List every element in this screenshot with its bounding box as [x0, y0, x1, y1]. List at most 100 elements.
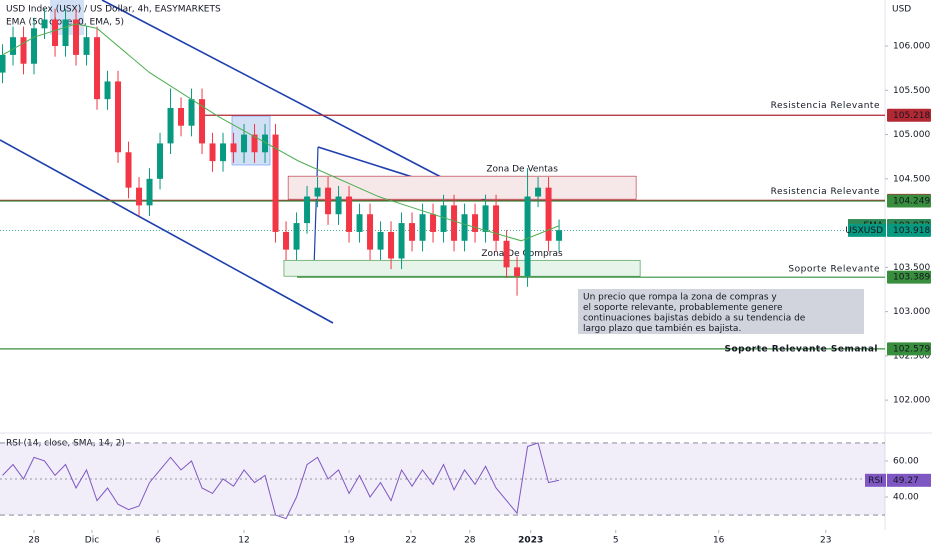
candle-body — [356, 214, 363, 232]
price-badge — [887, 223, 931, 237]
candle-body — [545, 187, 552, 241]
rsi-line — [2, 442, 560, 520]
x-tick-label: Dic — [85, 536, 99, 546]
candle-body — [293, 223, 300, 250]
price-badge — [887, 108, 931, 122]
candle-body — [335, 196, 342, 215]
candle-body — [146, 178, 153, 206]
candle-body — [41, 19, 48, 29]
candles — [0, 8, 563, 296]
candle-body — [188, 99, 195, 126]
annotation-text: el soporte relevante, probablemente gene… — [583, 303, 783, 313]
candle-body — [346, 196, 353, 232]
candle-body — [272, 134, 279, 232]
candle-body — [0, 54, 6, 73]
candle-body — [535, 187, 542, 197]
annotation-text: largo plazo que también es bajista. — [583, 323, 741, 334]
rsi-value: 49.27 — [893, 476, 919, 486]
candle-body — [440, 205, 447, 232]
x-tick-label: 28 — [28, 536, 40, 546]
rsi-badge-label: RSI — [868, 476, 883, 486]
ema-line — [2, 23, 560, 242]
x-tick-label: 23 — [820, 536, 831, 546]
candle-body — [209, 143, 216, 162]
candle-body — [62, 19, 69, 47]
rsi-value-badge — [887, 473, 931, 487]
candle-body — [136, 187, 143, 206]
candle-body — [314, 187, 321, 197]
y-tick-label: 102.000 — [893, 396, 930, 406]
candle-body — [524, 196, 531, 277]
candle-body — [461, 214, 468, 241]
zone — [283, 259, 641, 277]
candle-body — [283, 231, 290, 250]
candle-body — [52, 19, 59, 47]
candle-body — [262, 134, 269, 153]
candle-body — [419, 214, 426, 241]
zone-label: Zona De Ventas — [486, 165, 558, 175]
channel-line — [0, 139, 334, 324]
rsi-legend: RSI (14, close, SMA, 14, 2) — [6, 439, 125, 449]
price-badge-value: 103.389 — [893, 273, 930, 283]
candle-body — [482, 205, 489, 232]
rsi-y-tick-label: 60.00 — [893, 456, 919, 466]
candle-body — [514, 267, 521, 277]
candle-body — [325, 187, 332, 215]
candle-body — [556, 230, 563, 241]
currency: USD — [892, 5, 911, 15]
chart-title: USD Index (USX) / US Dollar, 4h, EASYMAR… — [6, 5, 221, 15]
channel-line — [101, 0, 486, 201]
x-tick-label: 6 — [155, 536, 161, 546]
y-tick-label: 105.000 — [893, 130, 930, 140]
candle-body — [472, 214, 479, 232]
candle-body — [430, 214, 437, 232]
x-tick-label: 19 — [343, 536, 355, 546]
price-badge — [887, 342, 931, 356]
candle-body — [167, 108, 174, 144]
candle-body — [31, 28, 38, 64]
rsi-badge — [865, 473, 886, 487]
candle-body — [503, 240, 510, 268]
annotation-box — [578, 289, 864, 334]
y-tick-label: 102.500 — [893, 351, 930, 361]
price-badge-value: 103.918 — [893, 226, 930, 236]
level-label: Soporte Relevante Semanal — [725, 344, 878, 354]
level-label: Soporte Relevante — [788, 265, 880, 275]
annotation-text: continuaciones bajistas debido a su tend… — [583, 314, 806, 324]
price-badge-value: 102.579 — [893, 344, 930, 354]
candle-body — [493, 205, 500, 241]
triangle-line — [313, 146, 319, 269]
candle-body — [199, 99, 206, 144]
candle-body — [220, 143, 227, 162]
rsi-y-tick-label: 40.00 — [893, 493, 919, 503]
candle-body — [367, 214, 374, 250]
y-tick-label: 103.000 — [893, 307, 930, 317]
candle-body — [377, 231, 384, 250]
annotation-text: Un precio que rompa la zona de compras y — [583, 293, 777, 303]
price-badge — [887, 270, 931, 284]
price-badge-value: 104.249 — [893, 197, 930, 207]
candle-body — [241, 134, 248, 153]
candle-body — [157, 143, 164, 179]
candle-body — [94, 37, 101, 100]
candle-body — [230, 143, 237, 153]
x-tick-label: 22 — [405, 536, 416, 546]
x-tick-label: 28 — [464, 536, 476, 546]
candle-body — [73, 19, 80, 55]
candle-body — [178, 108, 185, 126]
candle-body — [83, 37, 90, 55]
candle-body — [388, 231, 395, 259]
x-tick-label: 2023 — [518, 536, 543, 546]
level-badge-label: USXUSD — [845, 226, 883, 236]
candle-body — [304, 196, 311, 224]
candle-body — [104, 81, 111, 100]
zone-label: Zona De Compras — [481, 249, 563, 259]
candle-body — [10, 37, 17, 55]
price-badge — [887, 194, 931, 208]
level-badge — [848, 223, 886, 237]
candle-body — [20, 37, 27, 64]
y-tick-label: 103.500 — [893, 263, 930, 273]
x-tick-label: 5 — [613, 536, 619, 546]
level-label: Resistencia Relevante — [771, 101, 880, 111]
